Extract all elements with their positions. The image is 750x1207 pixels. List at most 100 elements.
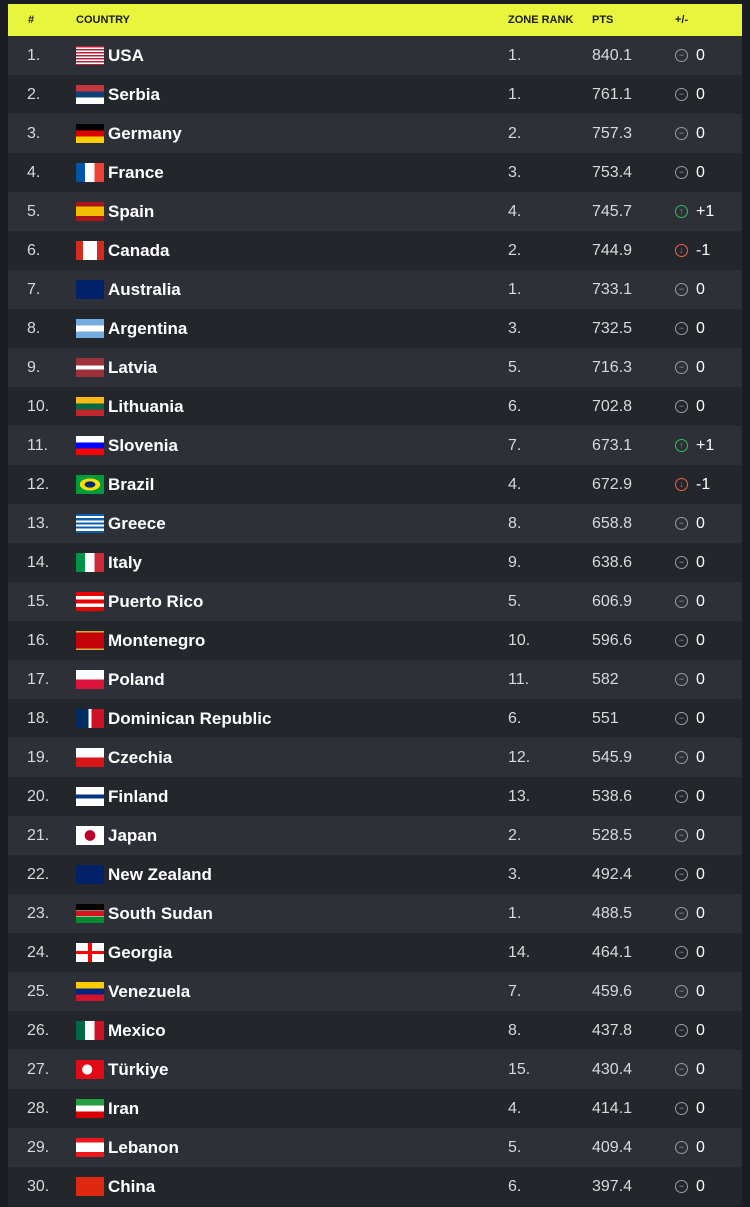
country-name[interactable]: Venezuela	[108, 981, 191, 1001]
country-name[interactable]: Türkiye	[108, 1059, 169, 1079]
country-cell[interactable]: Australia	[76, 280, 508, 300]
header-pts[interactable]: PTS	[592, 14, 614, 26]
table-row[interactable]: 8. Argentina 3. 732.5 −0	[8, 309, 742, 349]
country-cell[interactable]: Türkiye	[76, 1060, 508, 1080]
country-name[interactable]: Finland	[108, 786, 169, 806]
country-name[interactable]: Spain	[108, 201, 155, 221]
table-row[interactable]: 26. Mexico 8. 437.8 −0	[8, 1011, 742, 1051]
table-row[interactable]: 25. Venezuela 7. 459.6 −0	[8, 972, 742, 1012]
country-name[interactable]: Lebanon	[108, 1137, 179, 1157]
country-cell[interactable]: Germany	[76, 124, 508, 144]
country-cell[interactable]: Canada	[76, 241, 508, 261]
table-row[interactable]: 18. Dominican Republic 6. 551 −0	[8, 699, 742, 739]
country-cell[interactable]: Greece	[76, 514, 508, 534]
country-name[interactable]: USA	[108, 45, 144, 65]
country-cell[interactable]: Lebanon	[76, 1138, 508, 1158]
country-name[interactable]: Puerto Rico	[108, 591, 204, 611]
country-name[interactable]: Germany	[108, 123, 182, 143]
country-cell[interactable]: Slovenia	[76, 436, 508, 456]
country-cell[interactable]: Serbia	[76, 85, 508, 105]
country-cell[interactable]: Latvia	[76, 358, 508, 378]
country-cell[interactable]: Finland	[76, 787, 508, 807]
country-name[interactable]: Georgia	[108, 942, 173, 962]
country-cell[interactable]: France	[76, 163, 508, 183]
country-name[interactable]: Mexico	[108, 1020, 166, 1040]
table-row[interactable]: 4. France 3. 753.4 −0	[8, 153, 742, 193]
table-row[interactable]: 12. Brazil 4. 672.9 ↓ -1	[8, 465, 742, 505]
country-name[interactable]: Lithuania	[108, 396, 184, 416]
table-row[interactable]: 16. Montenegro 10. 596.6 −0	[8, 621, 742, 661]
country-cell[interactable]: Montenegro	[76, 631, 508, 651]
table-row[interactable]: 3. Germany 2. 757.3 −0	[8, 114, 742, 154]
table-row[interactable]: 7. Australia 1. 733.1 −0	[8, 270, 742, 310]
country-cell[interactable]: Georgia	[76, 943, 508, 963]
table-row[interactable]: 23. South Sudan 1. 488.5 −0	[8, 894, 742, 934]
country-cell[interactable]: Italy	[76, 553, 508, 573]
country-name[interactable]: Greece	[108, 513, 166, 533]
header-zone-rank[interactable]: ZONE RANK	[508, 14, 574, 26]
country-cell[interactable]: Argentina	[76, 319, 508, 339]
table-row[interactable]: 30. China 6. 397.4 −0	[8, 1167, 742, 1207]
country-name[interactable]: Latvia	[108, 357, 158, 377]
table-row[interactable]: 15. Puerto Rico 5. 606.9 −0	[8, 582, 742, 622]
country-cell[interactable]: Spain	[76, 202, 508, 222]
table-row[interactable]: 20. Finland 13. 538.6 −0	[8, 777, 742, 817]
country-name[interactable]: Italy	[108, 552, 143, 572]
header-country[interactable]: COUNTRY	[76, 14, 130, 26]
country-name[interactable]: New Zealand	[108, 864, 212, 884]
header-change[interactable]: +/-	[675, 14, 689, 26]
table-row[interactable]: 10. Lithuania 6. 702.8 −0	[8, 387, 742, 427]
table-row[interactable]: 28. Iran 4. 414.1 −0	[8, 1089, 742, 1129]
country-cell[interactable]: Mexico	[76, 1021, 508, 1041]
table-row[interactable]: 11. Slovenia 7. 673.1 ↑ +1	[8, 426, 742, 466]
table-row[interactable]: 19. Czechia 12. 545.9 −0	[8, 738, 742, 778]
country-name[interactable]: Czechia	[108, 747, 173, 767]
country-name[interactable]: Poland	[108, 669, 165, 689]
points: 414.1	[592, 1099, 633, 1117]
table-row[interactable]: 29. Lebanon 5. 409.4 −0	[8, 1128, 742, 1168]
country-name[interactable]: France	[108, 162, 164, 182]
rank: 5.	[27, 202, 41, 220]
country-name[interactable]: Montenegro	[108, 630, 206, 650]
country-name[interactable]: Dominican Republic	[108, 708, 272, 728]
country-name[interactable]: Serbia	[108, 84, 160, 104]
country-cell[interactable]: USA	[76, 46, 508, 66]
country-name[interactable]: Iran	[108, 1098, 140, 1118]
country-name[interactable]: Slovenia	[108, 435, 178, 455]
country-cell[interactable]: Iran	[76, 1099, 508, 1119]
country-cell[interactable]: China	[76, 1177, 508, 1197]
table-row[interactable]: 22. New Zealand 3. 492.4 −0	[8, 855, 742, 895]
country-cell[interactable]: Japan	[76, 826, 508, 846]
country-name[interactable]: Brazil	[108, 474, 155, 494]
country-cell[interactable]: Poland	[76, 670, 508, 690]
rank-change: 0	[696, 865, 705, 883]
table-row[interactable]: 27. Türkiye 15. 430.4 −0	[8, 1050, 742, 1090]
minus-circle-icon: −	[675, 634, 688, 648]
country-name[interactable]: Japan	[108, 825, 158, 845]
country-cell[interactable]: Czechia	[76, 748, 508, 768]
country-name[interactable]: Australia	[108, 279, 181, 299]
table-row[interactable]: 17. Poland 11. 582 −0	[8, 660, 742, 700]
country-cell[interactable]: Lithuania	[76, 397, 508, 417]
table-row[interactable]: 24. Georgia 14. 464.1 −0	[8, 933, 742, 973]
table-row[interactable]: 6. Canada 2. 744.9 ↓ -1	[8, 231, 742, 271]
country-cell[interactable]: South Sudan	[76, 904, 508, 924]
table-row[interactable]: 13. Greece 8. 658.8 −0	[8, 504, 742, 544]
country-cell[interactable]: New Zealand	[76, 865, 508, 885]
country-cell[interactable]: Venezuela	[76, 982, 508, 1002]
country-name[interactable]: South Sudan	[108, 903, 213, 923]
country-name[interactable]: Canada	[108, 240, 170, 260]
table-row[interactable]: 1. USA 1. 840.1 −0	[8, 36, 742, 76]
table-row[interactable]: 14. Italy 9. 638.6 −0	[8, 543, 742, 583]
table-row[interactable]: 5. Spain 4. 745.7 ↑ +1	[8, 192, 742, 232]
country-name[interactable]: Argentina	[108, 318, 188, 338]
country-cell[interactable]: Puerto Rico	[76, 592, 508, 612]
zone-rank: 11.	[508, 670, 530, 688]
table-row[interactable]: 9. Latvia 5. 716.3 −0	[8, 348, 742, 388]
country-cell[interactable]: Dominican Republic	[76, 709, 508, 729]
country-cell[interactable]: Brazil	[76, 475, 508, 495]
table-row[interactable]: 21. Japan 2. 528.5 −0	[8, 816, 742, 856]
country-name[interactable]: China	[108, 1176, 156, 1196]
header-rank[interactable]: #	[28, 14, 35, 26]
table-row[interactable]: 2. Serbia 1. 761.1 −0	[8, 75, 742, 115]
